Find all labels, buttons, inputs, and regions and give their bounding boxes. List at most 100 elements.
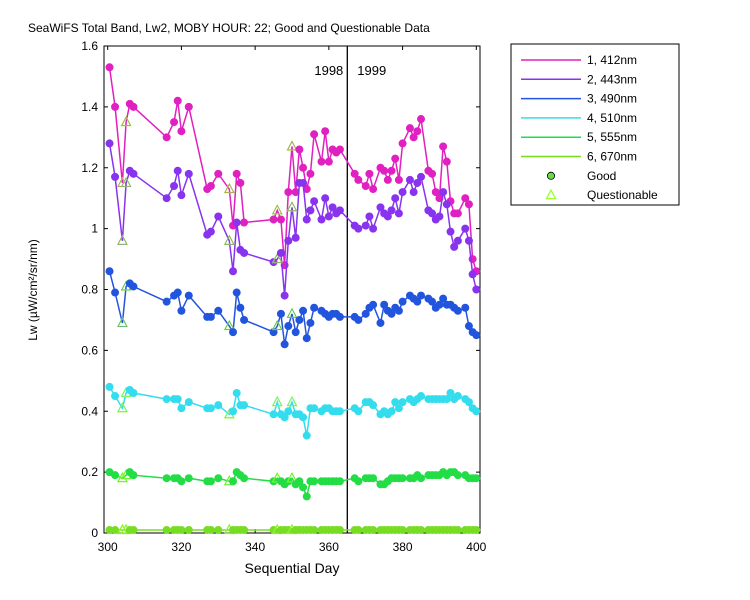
data-point — [310, 197, 319, 206]
data-point — [236, 303, 245, 312]
data-point — [376, 203, 385, 212]
y-tick-label: 1.2 — [81, 161, 98, 175]
data-point — [354, 224, 363, 233]
data-point — [299, 413, 308, 422]
questionable-point-outline — [224, 235, 235, 245]
data-point — [398, 525, 407, 534]
data-point — [446, 227, 455, 236]
data-point — [417, 525, 426, 534]
data-point — [240, 401, 249, 410]
data-point — [361, 221, 370, 230]
data-point — [461, 303, 470, 312]
data-point — [295, 477, 304, 486]
data-point — [398, 297, 407, 306]
data-point — [472, 474, 481, 483]
data-point — [306, 318, 315, 327]
data-point — [446, 388, 455, 397]
y-axis-label: Lw (µW/cm²/sr/nm) — [26, 239, 40, 341]
data-point — [206, 182, 215, 191]
data-point — [335, 525, 344, 534]
data-point — [177, 127, 186, 136]
data-point — [173, 166, 182, 175]
data-point — [413, 127, 422, 136]
data-point — [472, 285, 481, 294]
data-point — [111, 172, 120, 181]
data-point — [472, 331, 481, 340]
y-tick-label: 0.2 — [81, 465, 98, 479]
data-point — [129, 471, 138, 480]
data-point — [232, 288, 241, 297]
data-point — [177, 525, 186, 534]
data-point — [439, 142, 448, 151]
data-point — [284, 322, 293, 331]
data-point — [453, 392, 462, 401]
data-point — [302, 492, 311, 501]
data-point — [335, 477, 344, 486]
data-point — [269, 215, 278, 224]
data-point — [391, 154, 400, 163]
data-point — [472, 525, 481, 534]
data-point — [177, 404, 186, 413]
data-point — [162, 525, 171, 534]
data-point — [369, 300, 378, 309]
legend-good-marker — [547, 171, 556, 180]
data-point — [280, 340, 289, 349]
data-point — [240, 218, 249, 227]
data-point — [284, 407, 293, 416]
data-point — [369, 401, 378, 410]
data-point — [464, 398, 473, 407]
data-point — [321, 194, 330, 203]
data-point — [387, 166, 396, 175]
y-tick-label: 1.6 — [81, 39, 98, 53]
data-point — [417, 172, 426, 181]
data-point — [206, 525, 215, 534]
data-point — [428, 209, 437, 218]
data-point — [464, 200, 473, 209]
data-point — [299, 306, 308, 315]
data-point — [299, 483, 308, 492]
data-point — [324, 212, 333, 221]
questionable-point-outline — [224, 320, 235, 330]
data-point — [428, 169, 437, 178]
data-point — [310, 404, 319, 413]
x-tick-label: 380 — [393, 540, 413, 554]
x-axis-label: Sequential Day — [245, 560, 340, 576]
data-point — [229, 477, 238, 486]
data-point — [354, 175, 363, 184]
data-point — [184, 525, 193, 534]
data-point — [299, 178, 308, 187]
data-point — [376, 318, 385, 327]
data-point — [280, 291, 289, 300]
legend-label-3: 3, 490nm — [587, 92, 637, 106]
legend-good-label: Good — [587, 169, 616, 183]
data-point — [111, 525, 120, 534]
data-point — [417, 291, 426, 300]
data-point — [321, 127, 330, 136]
data-point — [354, 407, 363, 416]
data-point — [240, 248, 249, 257]
data-point — [335, 407, 344, 416]
data-point — [111, 471, 120, 480]
data-point — [214, 474, 223, 483]
data-point — [365, 169, 374, 178]
legend-label-2: 2, 443nm — [587, 72, 637, 86]
data-point — [317, 157, 326, 166]
data-point — [299, 163, 308, 172]
data-point — [111, 102, 120, 111]
data-point — [240, 525, 249, 534]
x-tick-label: 300 — [98, 540, 118, 554]
data-point — [464, 236, 473, 245]
questionable-point-outline — [117, 472, 128, 483]
data-point — [129, 282, 138, 291]
data-point — [162, 297, 171, 306]
data-point — [383, 175, 392, 184]
legend-questionable-marker — [545, 188, 557, 200]
data-point — [170, 182, 179, 191]
data-point — [398, 474, 407, 483]
data-point — [306, 206, 315, 215]
data-point — [162, 133, 171, 142]
data-point — [162, 194, 171, 203]
data-point — [111, 392, 120, 401]
data-point — [442, 157, 451, 166]
questionable-point-outline — [272, 204, 283, 215]
